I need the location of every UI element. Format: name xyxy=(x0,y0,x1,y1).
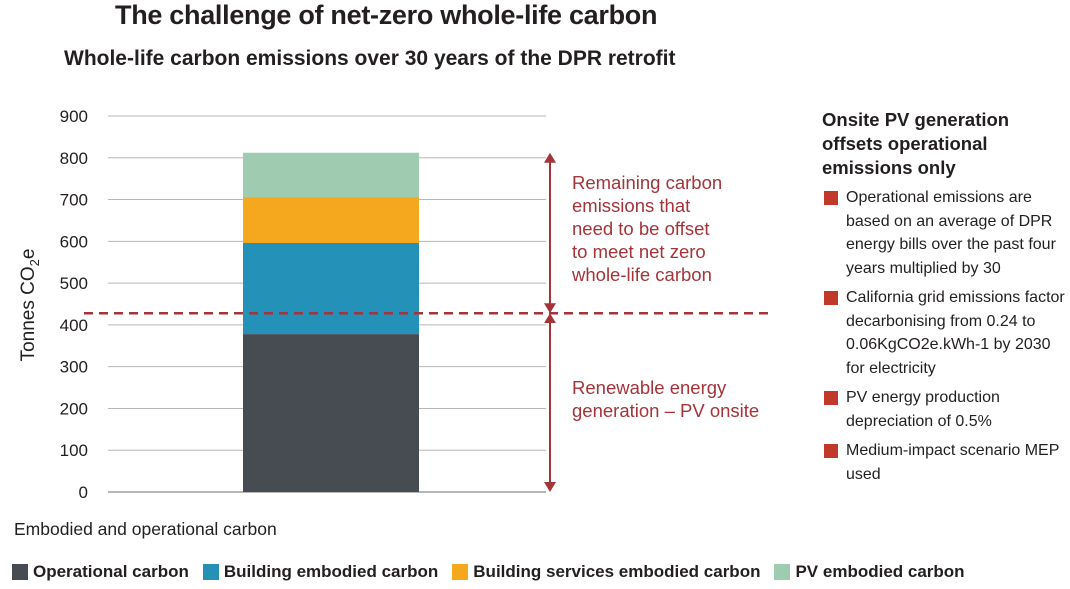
y-axis-ticks: 0 100 200 300 400 500 600 700 800 900 xyxy=(60,107,88,502)
legend-swatch xyxy=(774,564,791,580)
bullet-square-icon xyxy=(824,444,838,458)
legend-label: Operational carbon xyxy=(33,562,189,581)
bar-segment-building-embodied-carbon xyxy=(243,243,419,335)
legend-swatch xyxy=(202,564,219,580)
stacked-bar-chart: 0 100 200 300 400 500 600 700 800 900 Tonnes CO2e… xyxy=(18,107,772,502)
threshold-layer xyxy=(84,152,772,492)
y-tick-label: 400 xyxy=(60,316,88,335)
y-axis-label: Tonnes CO2e xyxy=(18,249,42,362)
assumptions-list: Operational emissions are based on an av… xyxy=(822,186,1067,486)
legend-item-services-embodied: Building services embodied carbon xyxy=(452,562,760,582)
legend-label: Building services embodied carbon xyxy=(473,562,761,581)
bullet-square-icon xyxy=(824,191,838,205)
y-tick-label: 600 xyxy=(60,232,88,251)
bullet-square-icon xyxy=(824,291,838,305)
bar-segment-building-services-embodied-carbon xyxy=(243,197,419,244)
assumption-item: PV energy production depreciation of 0.5… xyxy=(822,386,1067,433)
x-axis-caption: Embodied and operational carbon xyxy=(14,519,277,539)
legend-label: PV embodied carbon xyxy=(795,562,965,581)
bar-segment-operational-carbon xyxy=(243,334,419,492)
chart-title: The challenge of net-zero whole-life car… xyxy=(115,0,658,30)
y-tick-label: 100 xyxy=(60,441,88,460)
y-tick-label: 0 xyxy=(79,483,88,502)
y-tick-label: 900 xyxy=(60,107,88,126)
assumption-item: California grid emissions factor decarbo… xyxy=(822,286,1067,380)
annotation-renewable-generation: Renewable energy generation – PV onsite xyxy=(572,377,759,421)
legend-item-pv-embodied: PV embodied carbon xyxy=(774,562,965,582)
assumption-text: PV energy production depreciation of 0.5… xyxy=(846,389,1000,430)
legend-item-building-embodied: Building embodied carbon xyxy=(202,562,439,582)
y-tick-label: 700 xyxy=(60,191,88,210)
y-tick-label: 800 xyxy=(60,149,88,168)
legend-label: Building embodied carbon xyxy=(223,562,439,581)
y-tick-label: 200 xyxy=(60,399,88,418)
bullet-square-icon xyxy=(824,391,838,405)
legend: Operational carbon Building embodied car… xyxy=(12,562,979,582)
annotation-remaining-offset: Remaining carbon emissions that need to be… xyxy=(571,172,722,285)
bar-segment-pv-embodied-carbon xyxy=(243,152,419,198)
assumption-item: Medium-impact scenario MEP used xyxy=(822,439,1067,486)
y-tick-label: 300 xyxy=(60,358,88,377)
assumption-text: California grid emissions factor decarbo… xyxy=(846,289,1065,377)
assumption-text: Medium-impact scenario MEP used xyxy=(846,442,1060,483)
assumption-text: Operational emissions are based on an av… xyxy=(846,189,1056,277)
y-tick-label: 500 xyxy=(60,274,88,293)
legend-swatch xyxy=(12,564,28,580)
legend-swatch xyxy=(452,564,469,580)
assumptions-panel: Onsite PV generation offsets operational… xyxy=(822,108,1067,492)
bar-segments xyxy=(243,152,419,492)
assumption-item: Operational emissions are based on an av… xyxy=(822,186,1067,280)
legend-item-operational: Operational carbon xyxy=(12,562,189,582)
assumptions-heading: Onsite PV generation offsets operational… xyxy=(822,109,1010,178)
chart-subtitle: Whole-life carbon emissions over 30 year… xyxy=(64,47,676,70)
